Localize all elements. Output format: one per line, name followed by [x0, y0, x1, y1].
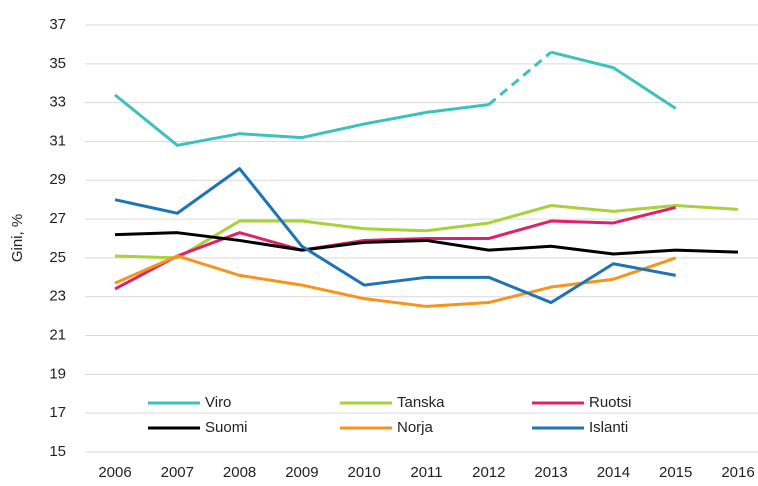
y-tick-label: 15: [49, 443, 66, 460]
legend-label: Ruotsi: [589, 394, 632, 411]
x-tick-label: 2008: [223, 464, 256, 481]
y-tick-label: 21: [49, 327, 66, 344]
y-tick-label: 33: [49, 94, 66, 111]
x-tick-label: 2010: [348, 464, 381, 481]
legend-label: Suomi: [205, 419, 248, 436]
y-tick-label: 17: [49, 404, 66, 421]
series-line: [114, 204, 739, 260]
x-tick-label: 2014: [597, 464, 630, 481]
legend-label: Viro: [205, 394, 231, 411]
x-tick-label: 2006: [98, 464, 131, 481]
legend-label: Tanska: [397, 394, 445, 411]
y-tick-label: 29: [49, 171, 66, 188]
x-tick-label: 2009: [285, 464, 318, 481]
legend-label: Norja: [397, 419, 434, 436]
series-line: [114, 231, 739, 256]
y-tick-label: 25: [49, 249, 66, 266]
series-line: [487, 51, 553, 106]
x-tick-label: 2011: [410, 464, 442, 481]
legend-label: Islanti: [589, 419, 628, 436]
y-tick-label: 31: [49, 132, 66, 149]
series-line: [114, 93, 489, 147]
y-tick-label: 37: [49, 16, 66, 33]
y-tick-label: 27: [49, 210, 66, 227]
series-line: [114, 167, 676, 305]
series-line: [114, 205, 677, 291]
series-line: [550, 50, 677, 110]
y-tick-label: 19: [49, 365, 66, 382]
x-tick-label: 2015: [659, 464, 692, 481]
y-axis-label: Gini, %: [9, 214, 26, 262]
x-tick-label: 2016: [721, 464, 754, 481]
x-tick-label: 2012: [472, 464, 505, 481]
x-tick-label: 2013: [534, 464, 567, 481]
y-tick-label: 35: [49, 55, 66, 72]
y-tick-label: 23: [49, 288, 66, 305]
x-tick-label: 2007: [161, 464, 194, 481]
